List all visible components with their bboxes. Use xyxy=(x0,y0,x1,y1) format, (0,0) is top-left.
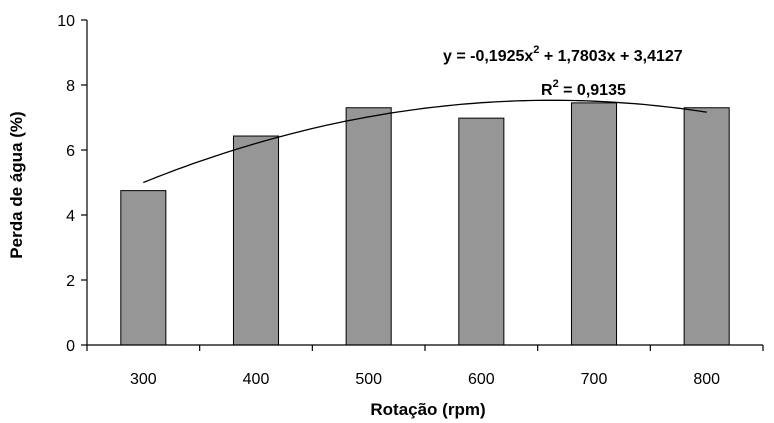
bar-300 xyxy=(120,190,167,346)
bar-600 xyxy=(458,117,505,346)
trendline-equation: y = -0,1925x2 + 1,7803x + 3,4127 xyxy=(443,44,683,65)
equation-rhs: + 1,7803x + 3,4127 xyxy=(539,48,682,65)
y-tick-label: 0 xyxy=(66,338,75,355)
y-tick-label: 8 xyxy=(66,78,75,95)
x-tick-label: 400 xyxy=(243,371,270,388)
y-tick-label: 4 xyxy=(66,208,75,225)
x-axis-title: Rotação (rpm) xyxy=(370,400,485,419)
y-tick-label: 2 xyxy=(66,273,75,290)
x-axis-ticks: 300 400 500 600 700 800 xyxy=(86,345,764,388)
y-axis-ticks: 0 2 4 6 8 10 xyxy=(57,13,87,355)
x-tick-label: 800 xyxy=(693,371,720,388)
bars-group xyxy=(120,102,730,346)
x-tick-label: 300 xyxy=(130,371,157,388)
x-tick-label: 600 xyxy=(468,371,495,388)
equation-lhs: y = -0,1925x xyxy=(443,48,533,65)
trendline-curve xyxy=(143,99,707,184)
y-tick-label: 10 xyxy=(57,13,75,30)
x-tick-label: 700 xyxy=(581,371,608,388)
r-squared-exponent: 2 xyxy=(553,78,559,90)
x-tick-label: 500 xyxy=(355,371,382,388)
r-squared-value: = 0,9135 xyxy=(559,82,626,99)
r-squared-label: R2 = 0,9135 xyxy=(541,78,626,99)
r-squared-base: R xyxy=(541,82,553,99)
y-axis-title: Perda de água (%) xyxy=(7,111,26,258)
bar-500 xyxy=(345,107,392,346)
bar-700 xyxy=(570,102,618,346)
bar-400 xyxy=(232,135,280,346)
bar-800 xyxy=(683,107,730,346)
equation-exponent: 2 xyxy=(533,44,539,56)
y-tick-label: 6 xyxy=(66,143,75,160)
